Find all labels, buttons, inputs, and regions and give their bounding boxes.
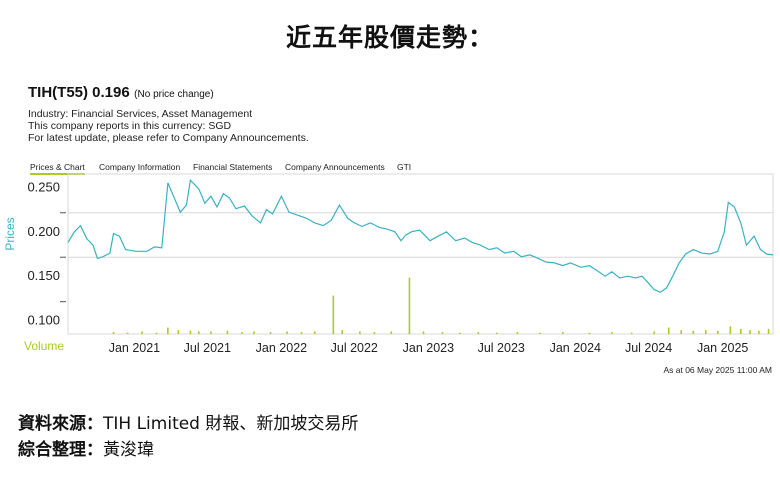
volume-bar	[112, 332, 115, 334]
y-tick-label: 0.150	[27, 268, 60, 283]
volume-bar	[177, 330, 180, 334]
plot-frame	[67, 173, 774, 335]
volume-bar	[286, 331, 288, 334]
volume-bar	[611, 332, 613, 334]
volume-bar	[704, 330, 707, 334]
volume-bar	[717, 330, 719, 334]
volume-bar	[477, 332, 480, 334]
headline: 近五年股價走勢：	[285, 23, 494, 52]
volume-bar	[458, 332, 461, 334]
industry-line: Industry: Financial Services, Asset Mana…	[28, 108, 253, 120]
volume-bar	[341, 330, 343, 334]
y-tick-label: 0.250	[27, 179, 60, 194]
ticker-header: TIH(T55) 0.196 (No price change)	[28, 84, 214, 102]
volume-bar	[630, 332, 633, 334]
x-tick-label: Jan 2023	[403, 341, 454, 355]
volume-bar	[495, 332, 498, 334]
volume-bar	[441, 332, 444, 334]
volume-bar	[588, 332, 591, 334]
tab-prices-chart[interactable]: Prices & Chart	[30, 162, 85, 175]
volume-bar	[332, 295, 335, 334]
volume-bar	[667, 327, 670, 334]
x-tick-label: Jul 2021	[184, 341, 231, 355]
volume-label: Volume	[24, 339, 64, 353]
volume-bar	[408, 277, 411, 334]
volume-bar	[189, 330, 192, 334]
volume-bar	[422, 331, 425, 334]
x-tick-label: Jan 2021	[109, 341, 160, 355]
x-tick-label: Jan 2022	[256, 341, 307, 355]
volume-bar	[692, 330, 695, 334]
grid-lines	[60, 173, 774, 335]
volume-bar	[373, 332, 376, 334]
volume-bar	[767, 328, 770, 334]
y-axis-labels: 0.250 0.200 0.150 0.100	[27, 179, 60, 327]
volume-bar	[749, 330, 751, 334]
volume-bar	[653, 331, 656, 334]
tab-financial-statements[interactable]: Financial Statements	[193, 162, 273, 172]
volume-bar	[300, 332, 303, 334]
x-tick-label: Jul 2023	[478, 341, 525, 355]
volume-bar	[739, 328, 742, 334]
x-tick-label: Jul 2022	[331, 341, 378, 355]
source-value: TIH Limited 財報、新加坡交易所	[103, 414, 359, 434]
x-tick-label: Jul 2024	[625, 341, 672, 355]
editor-value: 黃浚瑋	[103, 440, 154, 460]
volume-bar	[269, 332, 272, 334]
price-line	[67, 178, 774, 293]
y-tick-label: 0.100	[27, 313, 60, 328]
credits: 資料來源：TIH Limited 財報、新加坡交易所 綜合整理：黃浚瑋	[18, 411, 358, 463]
x-tick-label: Jan 2025	[697, 341, 748, 355]
ticker-symbol-price: TIH(T55) 0.196	[28, 84, 130, 101]
editor-key: 綜合整理：	[18, 440, 103, 460]
volume-bar	[729, 326, 732, 334]
volume-bar	[241, 332, 243, 334]
y-tick-label: 0.200	[27, 224, 60, 239]
source-key: 資料來源：	[18, 414, 103, 434]
volume-bar	[253, 331, 255, 334]
price-change-note: (No price change)	[134, 89, 214, 100]
company-info: Industry: Financial Services, Asset Mana…	[28, 108, 309, 144]
editor-line: 綜合整理：黃浚瑋	[18, 437, 358, 463]
volume-bar	[539, 332, 541, 334]
x-tick-label: Jan 2024	[550, 341, 601, 355]
volume-bars	[112, 277, 770, 334]
volume-bar	[359, 331, 361, 334]
volume-bar	[758, 330, 760, 334]
volume-bar	[314, 331, 316, 334]
volume-bar	[562, 332, 564, 334]
volume-bar	[516, 332, 519, 334]
tab-company-information[interactable]: Company Information	[99, 162, 181, 172]
volume-bar	[680, 330, 683, 334]
volume-bar	[141, 331, 143, 334]
volume-bar	[226, 330, 229, 334]
y-axis-title: Prices	[3, 217, 17, 250]
currency-line: This company reports in this currency: S…	[28, 120, 232, 132]
tab-gti[interactable]: GTI	[397, 162, 412, 172]
volume-bar	[198, 331, 200, 334]
volume-bar	[126, 332, 129, 334]
volume-bar	[390, 331, 393, 334]
update-line: For latest update, please refer to Compa…	[28, 132, 309, 144]
as-of-timestamp: As at 06 May 2025 11:00 AM	[663, 365, 772, 375]
volume-bar	[155, 332, 158, 334]
source-line: 資料來源：TIH Limited 財報、新加坡交易所	[18, 411, 358, 437]
x-axis-labels: Jan 2021 Jul 2021 Jan 2022 Jul 2022 Jan 2023…	[109, 341, 749, 355]
tab-company-announcements[interactable]: Company Announcements	[285, 162, 385, 172]
volume-bar	[210, 331, 212, 334]
volume-bar	[167, 327, 169, 334]
